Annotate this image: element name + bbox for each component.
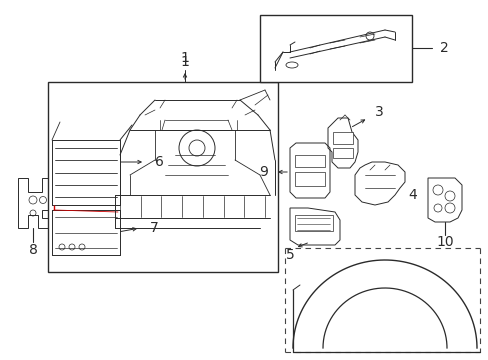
Bar bbox=[332, 132, 352, 144]
Text: 4: 4 bbox=[407, 188, 416, 202]
Bar bbox=[294, 172, 325, 186]
Text: 8: 8 bbox=[28, 243, 38, 257]
Text: 6: 6 bbox=[155, 155, 163, 169]
Bar bbox=[332, 148, 352, 158]
Text: 1: 1 bbox=[180, 55, 189, 69]
Text: 7: 7 bbox=[150, 221, 159, 235]
Bar bbox=[260, 15, 411, 82]
Text: 2: 2 bbox=[439, 41, 448, 55]
Bar bbox=[294, 155, 325, 167]
Text: 1: 1 bbox=[180, 51, 189, 65]
Bar bbox=[48, 82, 278, 272]
Text: 3: 3 bbox=[374, 105, 383, 119]
Text: 9: 9 bbox=[259, 165, 267, 179]
Text: 5: 5 bbox=[285, 248, 294, 262]
Bar bbox=[294, 215, 332, 231]
Text: 10: 10 bbox=[435, 235, 453, 249]
